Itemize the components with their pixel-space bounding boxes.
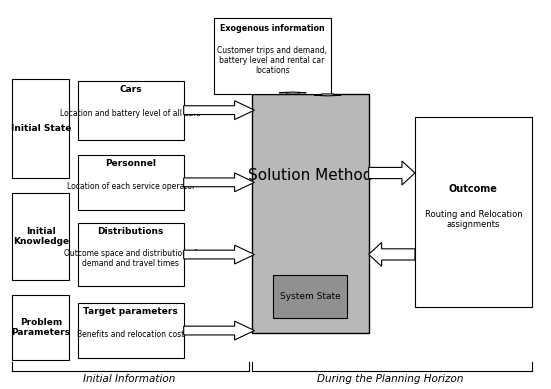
Polygon shape	[314, 94, 341, 96]
Text: Initial State: Initial State	[10, 124, 71, 133]
Polygon shape	[183, 245, 255, 264]
Text: Target parameters: Target parameters	[83, 307, 178, 316]
Text: Outcome space and distribution of
demand and travel times: Outcome space and distribution of demand…	[64, 249, 197, 268]
Bar	[78, 155, 183, 210]
Polygon shape	[183, 101, 255, 119]
Text: System State: System State	[280, 292, 341, 301]
Bar	[252, 94, 369, 333]
Bar	[12, 79, 69, 178]
Text: Solution Method: Solution Method	[248, 168, 372, 183]
Text: During the Planning Horizon: During the Planning Horizon	[317, 375, 464, 384]
Polygon shape	[279, 92, 306, 94]
Text: Cars: Cars	[120, 84, 142, 93]
Text: Problem
Parameters: Problem Parameters	[12, 318, 71, 337]
Polygon shape	[369, 161, 415, 185]
Bar	[415, 117, 532, 307]
Polygon shape	[183, 173, 255, 192]
Bar	[12, 193, 69, 280]
Bar	[214, 18, 331, 94]
Bar	[78, 303, 183, 358]
Text: Outcome: Outcome	[449, 184, 498, 194]
Text: Customer trips and demand,
battery level and rental car
locations: Customer trips and demand, battery level…	[217, 46, 327, 75]
Text: Routing and Relocation
assignments: Routing and Relocation assignments	[425, 210, 522, 229]
Text: Distributions: Distributions	[98, 227, 164, 236]
Text: Benefits and relocation cost: Benefits and relocation cost	[77, 330, 184, 339]
Bar	[273, 275, 347, 318]
Bar	[12, 295, 69, 360]
Text: Initial
Knowledge: Initial Knowledge	[13, 227, 69, 246]
Polygon shape	[369, 242, 415, 266]
Polygon shape	[183, 321, 255, 340]
Text: Personnel: Personnel	[105, 159, 156, 168]
Text: Initial Information: Initial Information	[83, 375, 175, 384]
Text: Exogenous information: Exogenous information	[220, 24, 325, 33]
Bar	[78, 223, 183, 286]
Text: Location of each service operator: Location of each service operator	[67, 182, 195, 191]
Bar	[78, 81, 183, 140]
Text: Location and battery level of all cars: Location and battery level of all cars	[61, 109, 201, 118]
